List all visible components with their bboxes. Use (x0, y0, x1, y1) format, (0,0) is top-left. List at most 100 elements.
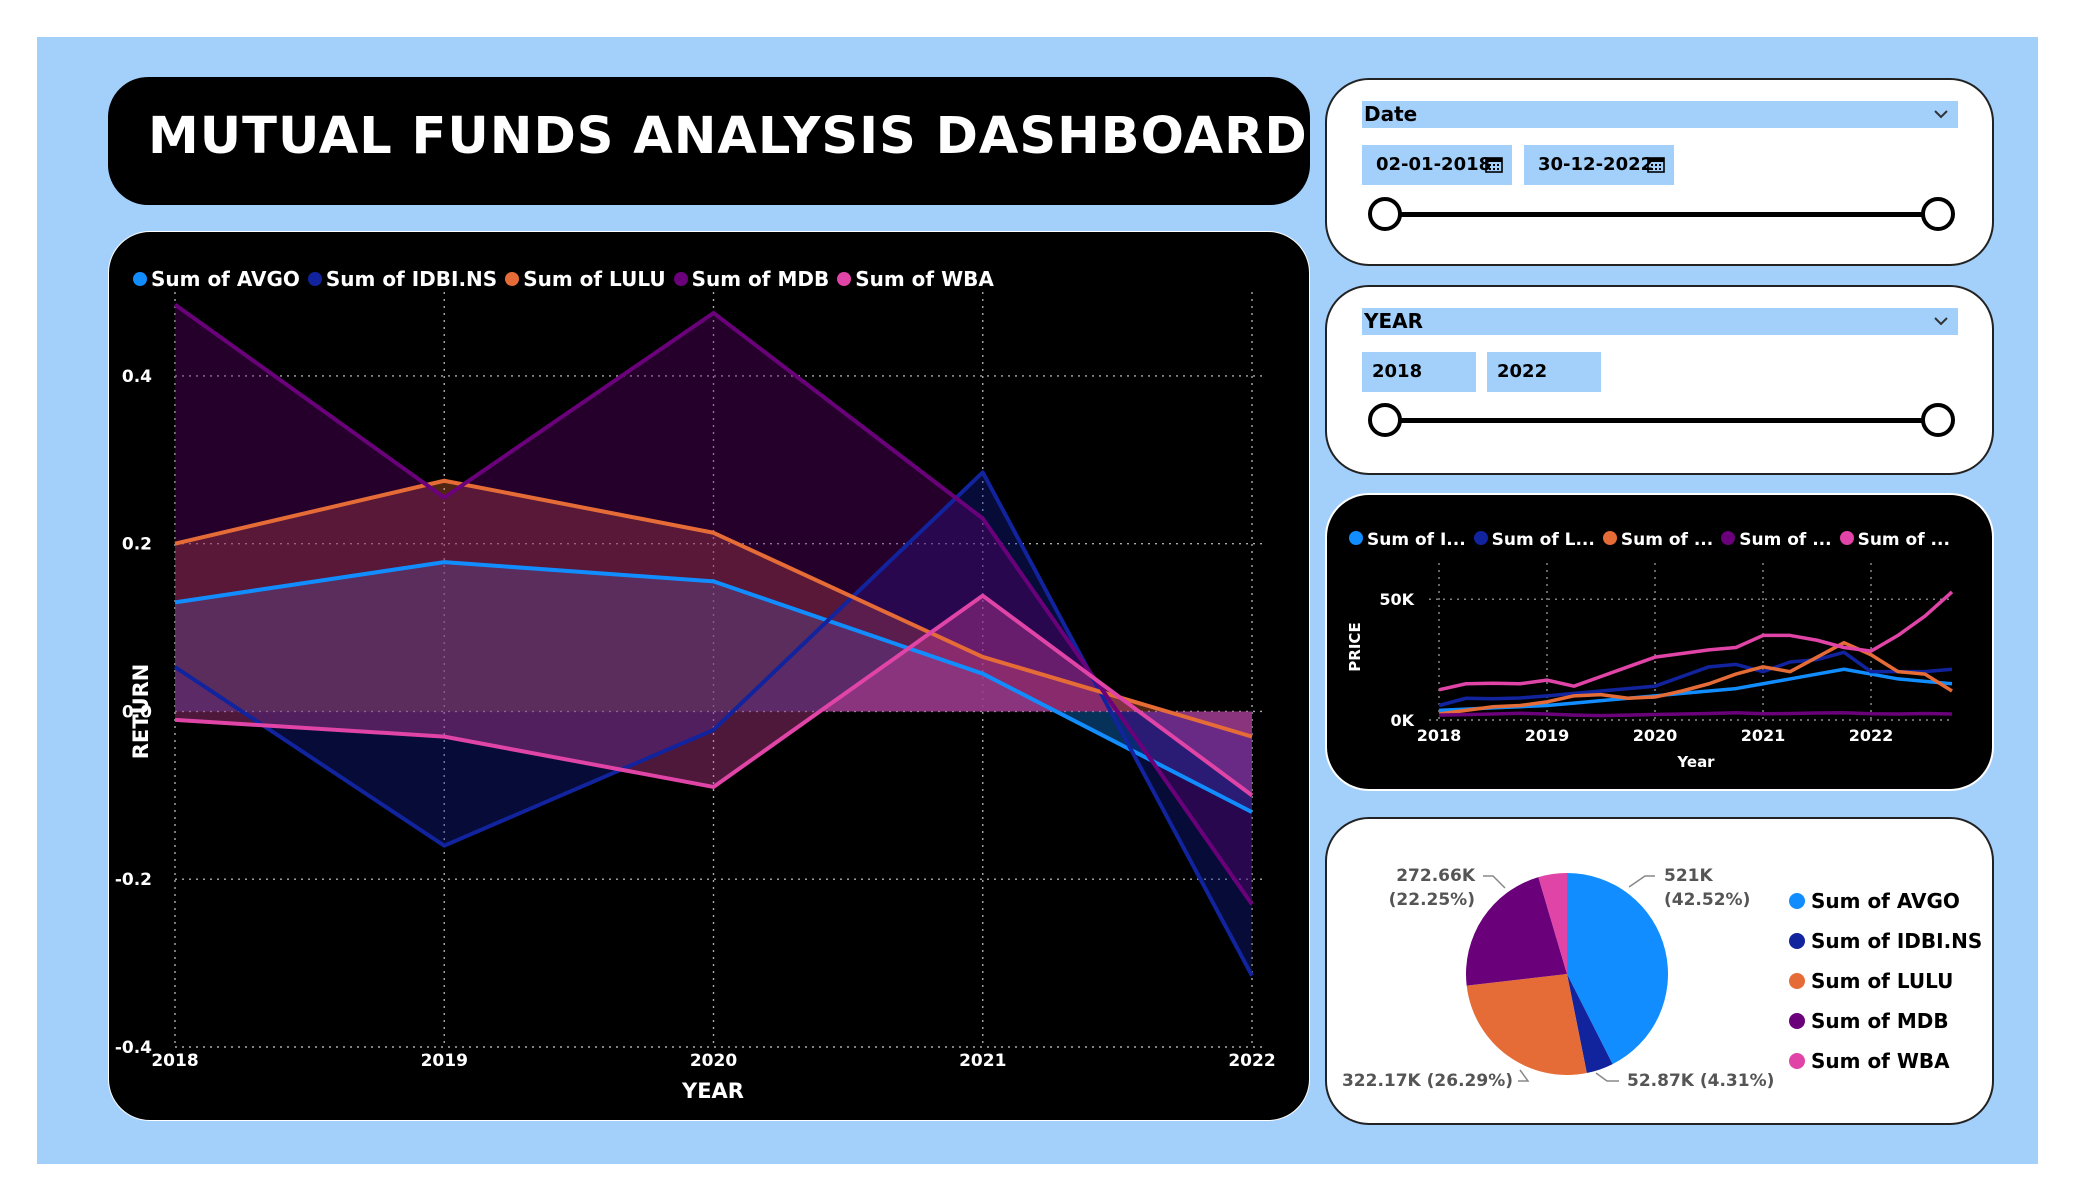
returns-chart-legend[interactable]: Sum of AVGO Sum of IDBI.NS Sum of LULU Sum … (133, 267, 1002, 291)
price-line-mdb[interactable] (1438, 711, 1953, 718)
legend-item-wba[interactable]: Sum of WBA (837, 267, 994, 291)
end-date-input[interactable]: 30-12-2022 (1524, 145, 1674, 185)
y-tick-label: 50K (1379, 590, 1414, 609)
line-lulu[interactable] (174, 478, 1253, 739)
year-slider-end-handle[interactable] (1921, 403, 1955, 437)
x-tick-label: 2019 (1525, 726, 1570, 745)
legend-item-mdb[interactable]: Sum of ... (1721, 530, 1832, 550)
legend-item-avgo[interactable]: Sum of AVGO (1789, 881, 1982, 921)
year-slicer-title: YEAR (1364, 309, 1424, 333)
y-tick-label: 0.2 (122, 535, 152, 555)
legend-item-mdb[interactable]: Sum of MDB (1789, 1001, 1982, 1041)
price-line-wba[interactable] (1438, 590, 1954, 692)
legend-marker (1602, 531, 1617, 545)
legend-label: Sum of LULU (1811, 969, 1954, 993)
price-line-chart-panel[interactable]: Sum of I... Sum of L... Sum of ... Sum of .… (1325, 493, 1994, 791)
x-tick-label: 2022 (1849, 726, 1894, 745)
price-line-idbi[interactable] (1438, 650, 1953, 708)
area-avgo[interactable] (175, 562, 1252, 813)
line-wba[interactable] (174, 593, 1254, 797)
y-axis-title: PRICE (1346, 622, 1364, 671)
price-chart-legend[interactable]: Sum of I... Sum of L... Sum of ... Sum of .… (1349, 530, 1958, 550)
x-tick-label: 2021 (1741, 726, 1786, 745)
pie-slice-wba[interactable] (1538, 873, 1567, 974)
legend-item-avgo[interactable]: Sum of AVGO (133, 267, 300, 291)
legend-item-mdb[interactable]: Sum of MDB (673, 267, 830, 291)
chevron-down-icon[interactable] (1932, 308, 1950, 335)
x-tick-label: 2019 (421, 1051, 468, 1071)
legend-item-lulu[interactable]: Sum of LULU (1789, 961, 1982, 1001)
legend-label: Sum of L... (1491, 530, 1595, 550)
year-slicer-header[interactable]: YEAR (1362, 308, 1958, 335)
legend-item-lulu[interactable]: Sum of ... (1602, 530, 1713, 550)
area-mdb[interactable] (175, 304, 1252, 905)
calendar-icon[interactable] (1485, 155, 1503, 173)
y-tick-label: -0.4 (115, 1038, 152, 1058)
line-mdb[interactable] (173, 302, 1254, 906)
legend-label: Sum of IDBI.NS (325, 267, 498, 291)
pie-chart[interactable]: 521K (42.52%) 272.66K (22.25%) 322.17K (26.2… (1327, 819, 1787, 1127)
legend-item-idbi[interactable]: Sum of IDBI.NS (307, 267, 498, 291)
pie-slice-mdb[interactable] (1466, 877, 1567, 986)
area-idbi[interactable] (175, 472, 1252, 976)
pie-slice-lulu[interactable] (1466, 974, 1587, 1075)
legend-item-lulu[interactable]: Sum of LULU (505, 267, 666, 291)
end-year-value: 2022 (1497, 361, 1548, 382)
legend-item-avgo[interactable]: Sum of I... (1349, 530, 1466, 550)
pie-slice-idbi[interactable] (1567, 974, 1613, 1074)
date-slicer-header[interactable]: Date (1362, 101, 1958, 128)
pie-leader-line (1518, 1069, 1530, 1082)
legend-item-wba[interactable]: Sum of WBA (1789, 1041, 1982, 1081)
page-title: MUTUAL FUNDS ANALYSIS DASHBOARD (148, 107, 1308, 166)
x-tick-label: 2020 (690, 1051, 737, 1071)
start-date-input[interactable]: 02-01-2018 (1362, 145, 1512, 185)
pie-leader-line (1628, 875, 1655, 888)
area-wba[interactable] (175, 595, 1252, 796)
x-tick-label: 2022 (1228, 1051, 1275, 1071)
legend-label: Sum of MDB (691, 267, 830, 291)
end-year-input[interactable]: 2022 (1487, 352, 1601, 392)
legend-label: Sum of IDBI.NS (1811, 929, 1983, 953)
pie-slice-avgo[interactable] (1567, 873, 1668, 1065)
legend-item-idbi[interactable]: Sum of IDBI.NS (1789, 921, 1982, 961)
legend-item-idbi[interactable]: Sum of L... (1473, 530, 1595, 550)
title-banner: MUTUAL FUNDS ANALYSIS DASHBOARD (108, 77, 1310, 205)
x-tick-label: 2018 (1417, 726, 1462, 745)
legend-marker (1789, 1052, 1805, 1069)
date-slider-track[interactable] (1385, 212, 1938, 217)
start-date-value: 02-01-2018 (1376, 154, 1492, 175)
date-slider-end-handle[interactable] (1921, 197, 1955, 231)
price-line-lulu[interactable] (1438, 640, 1953, 716)
legend-marker (133, 271, 147, 286)
x-tick-label: 2020 (1633, 726, 1678, 745)
legend-marker (1789, 1012, 1805, 1029)
pie-chart-legend[interactable]: Sum of AVGO Sum of IDBI.NS Sum of LULU Sum … (1789, 881, 1982, 1081)
legend-marker (307, 271, 322, 286)
price-line-chart[interactable]: 0K 50K 2018 2019 2020 2021 2022 Year PRICE (1327, 495, 1996, 793)
year-slider-start-handle[interactable] (1368, 403, 1402, 437)
pie-data-label: 521K (1664, 866, 1713, 886)
chevron-down-icon[interactable] (1932, 101, 1950, 128)
legend-label: Sum of WBA (1811, 1049, 1950, 1073)
pie-chart-panel[interactable]: 521K (42.52%) 272.66K (22.25%) 322.17K (26.2… (1325, 817, 1994, 1125)
legend-label: Sum of I... (1367, 530, 1466, 550)
x-axis-title: YEAR (681, 1079, 744, 1103)
line-idbi[interactable] (173, 470, 1254, 977)
calendar-icon[interactable] (1647, 155, 1665, 173)
legend-marker (1721, 531, 1736, 545)
date-slider-start-handle[interactable] (1368, 197, 1402, 231)
date-slicer[interactable]: Date 02-01-2018 30-12-2022 (1325, 78, 1994, 266)
year-slider-track[interactable] (1385, 418, 1938, 423)
year-slicer[interactable]: YEAR 2018 2022 (1325, 285, 1994, 475)
start-year-input[interactable]: 2018 (1362, 352, 1476, 392)
returns-area-chart-panel[interactable]: Sum of AVGO Sum of IDBI.NS Sum of LULU Sum … (108, 231, 1310, 1121)
pie-data-label: 322.17K (26.29%) (1342, 1071, 1513, 1091)
legend-marker (837, 271, 852, 286)
x-tick-label: 2018 (151, 1051, 198, 1071)
legend-label: Sum of AVGO (151, 267, 300, 291)
legend-marker (673, 271, 688, 286)
start-year-value: 2018 (1372, 361, 1423, 382)
line-avgo[interactable] (174, 560, 1253, 814)
legend-item-wba[interactable]: Sum of ... (1839, 530, 1950, 550)
